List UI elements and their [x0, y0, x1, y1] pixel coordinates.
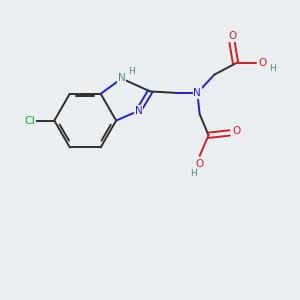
Text: H: H	[269, 64, 275, 73]
Text: O: O	[258, 58, 266, 68]
Text: O: O	[232, 126, 240, 136]
Text: O: O	[228, 31, 236, 41]
Text: Cl: Cl	[24, 116, 35, 126]
Text: H: H	[128, 67, 135, 76]
Text: O: O	[196, 159, 204, 169]
Text: N: N	[118, 73, 125, 83]
Text: H: H	[190, 169, 196, 178]
Text: N: N	[135, 106, 142, 116]
Text: N: N	[194, 88, 201, 98]
